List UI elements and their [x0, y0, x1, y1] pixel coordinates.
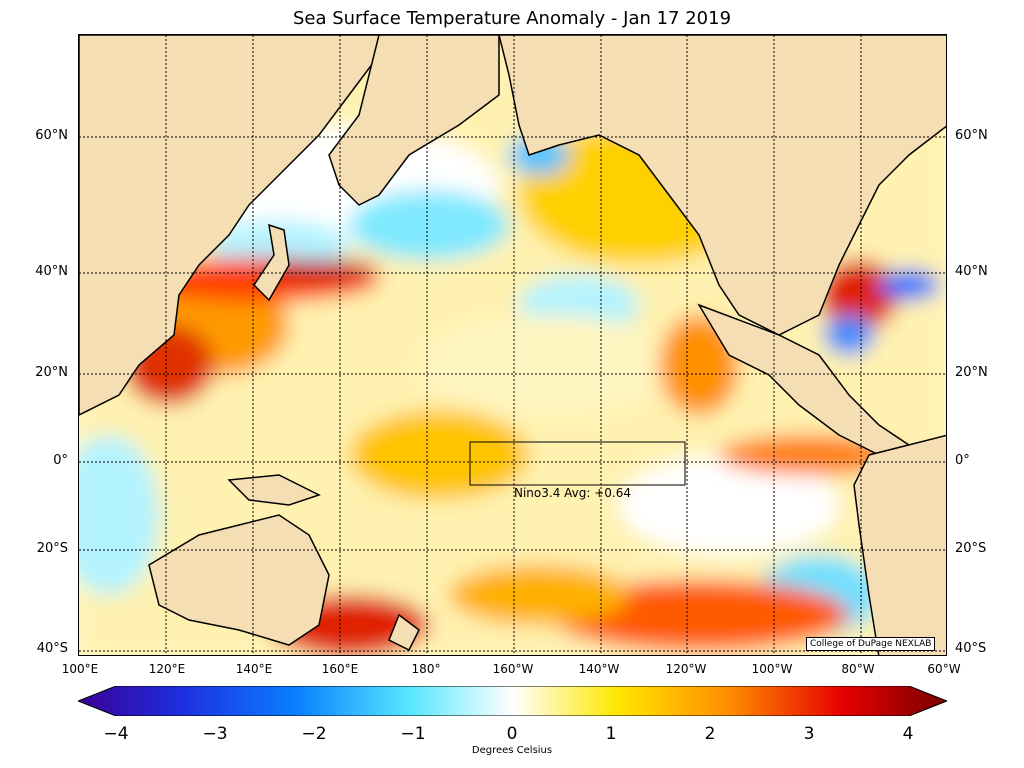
lat-label-40n-left: 40°N — [35, 264, 68, 279]
lat-label-eq-left: 0° — [53, 453, 68, 468]
lat-label-40s-left: 40°S — [36, 641, 68, 656]
lon-label-160e: 160°E — [321, 662, 359, 676]
lon-label-120e: 120°E — [148, 662, 186, 676]
colorbar-tick-4: 4 — [902, 724, 914, 744]
lon-label-100w: 100°W — [751, 662, 793, 676]
nino34-label: Nino3.4 Avg: +0.64 — [514, 486, 632, 500]
lon-label-120w: 120°W — [665, 662, 707, 676]
lat-label-eq-right: 0° — [955, 453, 970, 468]
lat-label-20n-right: 20°N — [955, 365, 988, 380]
lon-label-180: 180° — [411, 662, 441, 676]
lon-label-140w: 140°W — [578, 662, 620, 676]
sst-anomaly-map — [78, 34, 947, 656]
lat-label-60n-right: 60°N — [955, 128, 988, 143]
colorbar-tick-m3: −3 — [202, 724, 228, 744]
colorbar-tick-1: 1 — [605, 724, 617, 744]
credit-label: College of DuPage NEXLAB — [806, 637, 936, 651]
lat-label-20n-left: 20°N — [35, 365, 68, 380]
lon-label-140e: 140°E — [235, 662, 273, 676]
lat-label-20s-left: 20°S — [36, 541, 68, 556]
lon-label-80w: 80°W — [841, 662, 875, 676]
lat-label-20s-right: 20°S — [955, 541, 987, 556]
lat-label-40n-right: 40°N — [955, 264, 988, 279]
lat-label-40s-right: 40°S — [955, 641, 987, 656]
lat-label-60n-left: 60°N — [35, 128, 68, 143]
map-canvas — [79, 35, 946, 655]
colorbar-tick-3: 3 — [803, 724, 815, 744]
colorbar — [78, 686, 947, 716]
colorbar-tick-0: 0 — [506, 724, 518, 744]
nino34-box — [469, 441, 686, 486]
colorbar-label: Degrees Celsius — [471, 745, 553, 756]
colorbar-tick-2: 2 — [704, 724, 716, 744]
lon-label-160w: 160°W — [492, 662, 534, 676]
lon-label-100e: 100°E — [61, 662, 99, 676]
colorbar-tick-m1: −1 — [400, 724, 426, 744]
lon-label-60w: 60°W — [927, 662, 961, 676]
colorbar-tick-m2: −2 — [301, 724, 327, 744]
map-title: Sea Surface Temperature Anomaly - Jan 17… — [292, 8, 732, 29]
land-masses — [79, 35, 946, 655]
colorbar-tick-m4: −4 — [103, 724, 129, 744]
graticule — [79, 35, 946, 655]
